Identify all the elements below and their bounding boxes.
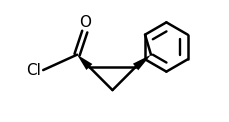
Text: Cl: Cl [26, 63, 41, 78]
Text: O: O [78, 15, 90, 30]
Polygon shape [132, 55, 150, 70]
Polygon shape [77, 55, 92, 70]
